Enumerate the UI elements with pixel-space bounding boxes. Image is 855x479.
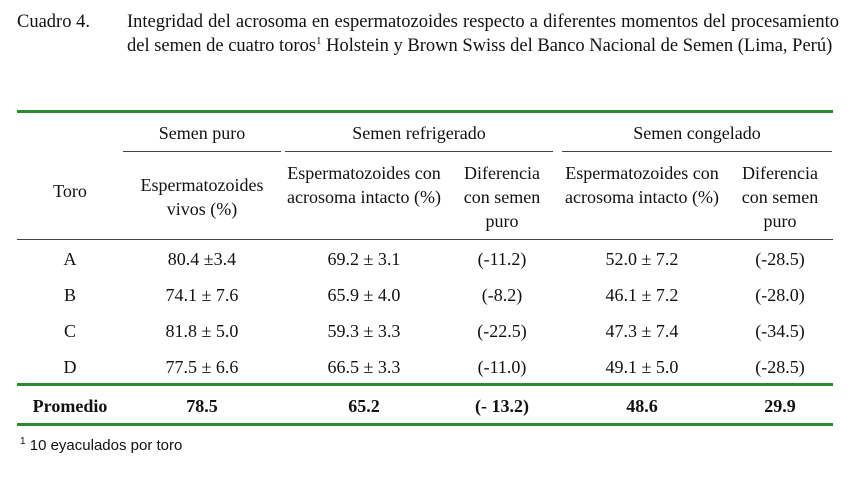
total-top-rule [17,383,833,386]
cell-vivos: 80.4 ±3.4 [167,249,237,269]
group-rule-puro [123,151,281,152]
cell-toro: C [63,321,76,341]
cell-acrosoma-congelado: 47.3 ± 7.4 [605,321,679,341]
cell-diferencia-congelado: (-28.0) [755,285,805,305]
cell-acrosoma-congelado: 46.1 ± 7.2 [605,285,679,305]
group-rule-refrigerado [285,151,553,152]
caption-text-part-2: Holstein y Brown Swiss del Banco Naciona… [321,36,833,56]
col-header-toro: Toro [53,181,87,201]
cell-diferencia-congelado: (-34.5) [755,321,805,341]
cell-acrosoma-congelado: 49.1 ± 5.0 [605,357,679,377]
total-label: Promedio [32,396,108,416]
caption-text: Integridad del acrosoma en espermatozoid… [127,10,839,58]
col-header-vivos: Espermatozoides vivos (%) [140,175,264,219]
cell-acrosoma-refrigerado: 59.3 ± 3.3 [327,321,401,341]
cell-diferencia-refrigerado: (-11.0) [477,357,527,377]
group-header-semen-refrigerado: Semen refrigerado [352,123,486,143]
cell-vivos: 77.5 ± 6.6 [165,357,239,377]
group-header-semen-puro: Semen puro [158,123,246,143]
cell-vivos: 81.8 ± 5.0 [165,321,239,341]
footnote: 1 10 eyaculados por toro [20,436,183,455]
total-vivos: 78.5 [186,396,218,416]
total-acrosoma-congelado: 48.6 [626,396,658,416]
cell-toro: D [63,357,77,377]
cell-acrosoma-congelado: 52.0 ± 7.2 [605,249,679,269]
total-acrosoma-refrigerado: 65.2 [348,396,380,416]
cell-acrosoma-refrigerado: 66.5 ± 3.3 [327,357,401,377]
col-header-diferencia-congelado: Diferencia con semen puro [741,163,819,231]
cell-diferencia-refrigerado: (-8.2) [481,285,523,305]
cell-diferencia-refrigerado: (-11.2) [477,249,527,269]
total-diferencia-congelado: 29.9 [764,396,796,416]
col-header-diferencia-refrigerado: Diferencia con semen puro [463,163,541,231]
cell-acrosoma-refrigerado: 69.2 ± 3.1 [327,249,401,269]
group-rule-congelado [562,151,832,152]
col-header-acrosoma-refrigerado: Espermatozoides con acrosoma intacto (%) [287,163,441,207]
footnote-marker: 1 [20,436,26,447]
total-diferencia-refrigerado: (- 13.2) [475,396,529,416]
caption-footnote-ref: 1 [316,34,322,47]
cell-diferencia-congelado: (-28.5) [755,357,805,377]
cell-diferencia-congelado: (-28.5) [755,249,805,269]
caption-label: Cuadro 4. [17,12,90,32]
cell-acrosoma-refrigerado: 65.9 ± 4.0 [327,285,401,305]
footnote-text: 10 eyaculados por toro [25,437,183,454]
cell-diferencia-refrigerado: (-22.5) [477,321,527,341]
cell-toro: B [63,285,76,305]
caption-text-part-1: Integridad del acrosoma en espermatozoid… [127,12,839,56]
header-bottom-rule [17,239,833,240]
table-top-rule [17,110,833,113]
cell-toro: A [63,249,77,269]
col-header-acrosoma-congelado: Espermatozoides con acrosoma intacto (%) [565,163,719,207]
table-bottom-rule [17,423,833,426]
group-header-semen-congelado: Semen congelado [633,123,761,143]
cell-vivos: 74.1 ± 7.6 [165,285,239,305]
